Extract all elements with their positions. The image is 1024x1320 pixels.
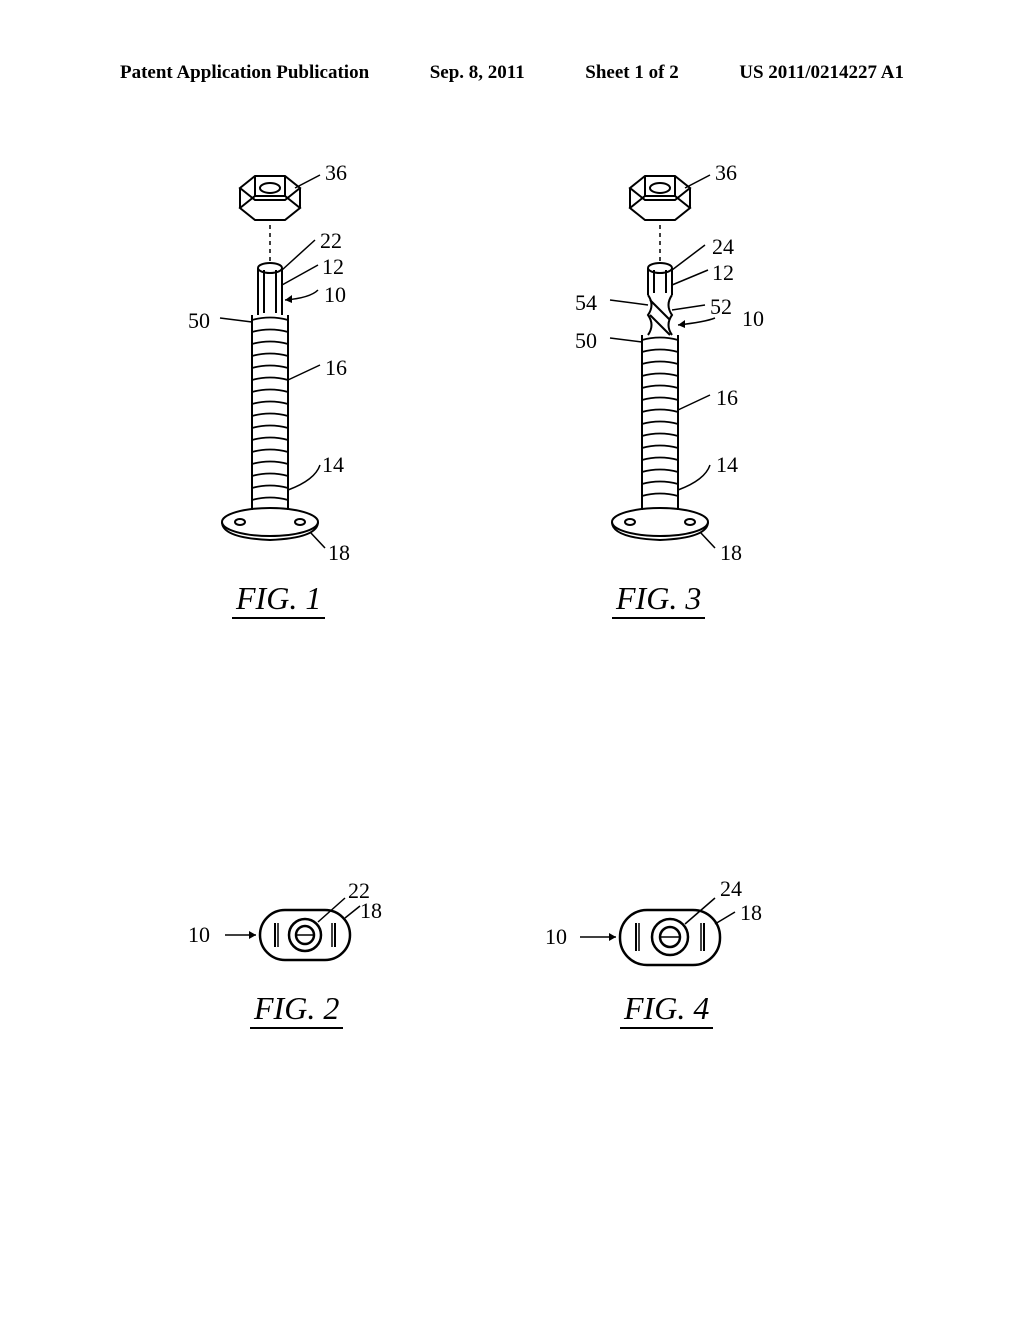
fig1-ref-10: 10: [324, 282, 346, 308]
fig2-label: FIG. 2: [250, 990, 343, 1029]
fig3-ref-16: 16: [716, 385, 738, 411]
fig3-label: FIG. 3: [612, 580, 705, 619]
fig1-ref-22: 22: [320, 228, 342, 254]
fig1-ref-14: 14: [322, 452, 344, 478]
fig3-drawing: [570, 170, 790, 590]
fig4-label: FIG. 4: [620, 990, 713, 1029]
fig3-ref-36: 36: [715, 160, 737, 186]
fig2-ref-18: 18: [360, 898, 382, 924]
fig1-ref-16: 16: [325, 355, 347, 381]
fig1-ref-12: 12: [322, 254, 344, 280]
fig2-ref-10: 10: [188, 922, 210, 948]
fig3-ref-18: 18: [720, 540, 742, 566]
fig1-ref-36: 36: [325, 160, 347, 186]
fig1-ref-50: 50: [188, 308, 210, 334]
fig1-ref-18: 18: [328, 540, 350, 566]
fig3-ref-10: 10: [742, 306, 764, 332]
fig4-ref-24: 24: [720, 876, 742, 902]
fig3-ref-50: 50: [575, 328, 597, 354]
fig3-ref-14: 14: [716, 452, 738, 478]
fig3-ref-12: 12: [712, 260, 734, 286]
fig1-drawing: [200, 170, 400, 590]
fig4-ref-18: 18: [740, 900, 762, 926]
fig3-ref-24: 24: [712, 234, 734, 260]
fig4-ref-10: 10: [545, 924, 567, 950]
fig3-ref-52: 52: [710, 294, 732, 320]
fig1-label: FIG. 1: [232, 580, 325, 619]
fig3-ref-54: 54: [575, 290, 597, 316]
drawing-sheet: 36 22 12 10 50 16 14 18 FIG. 1: [0, 0, 1024, 1320]
